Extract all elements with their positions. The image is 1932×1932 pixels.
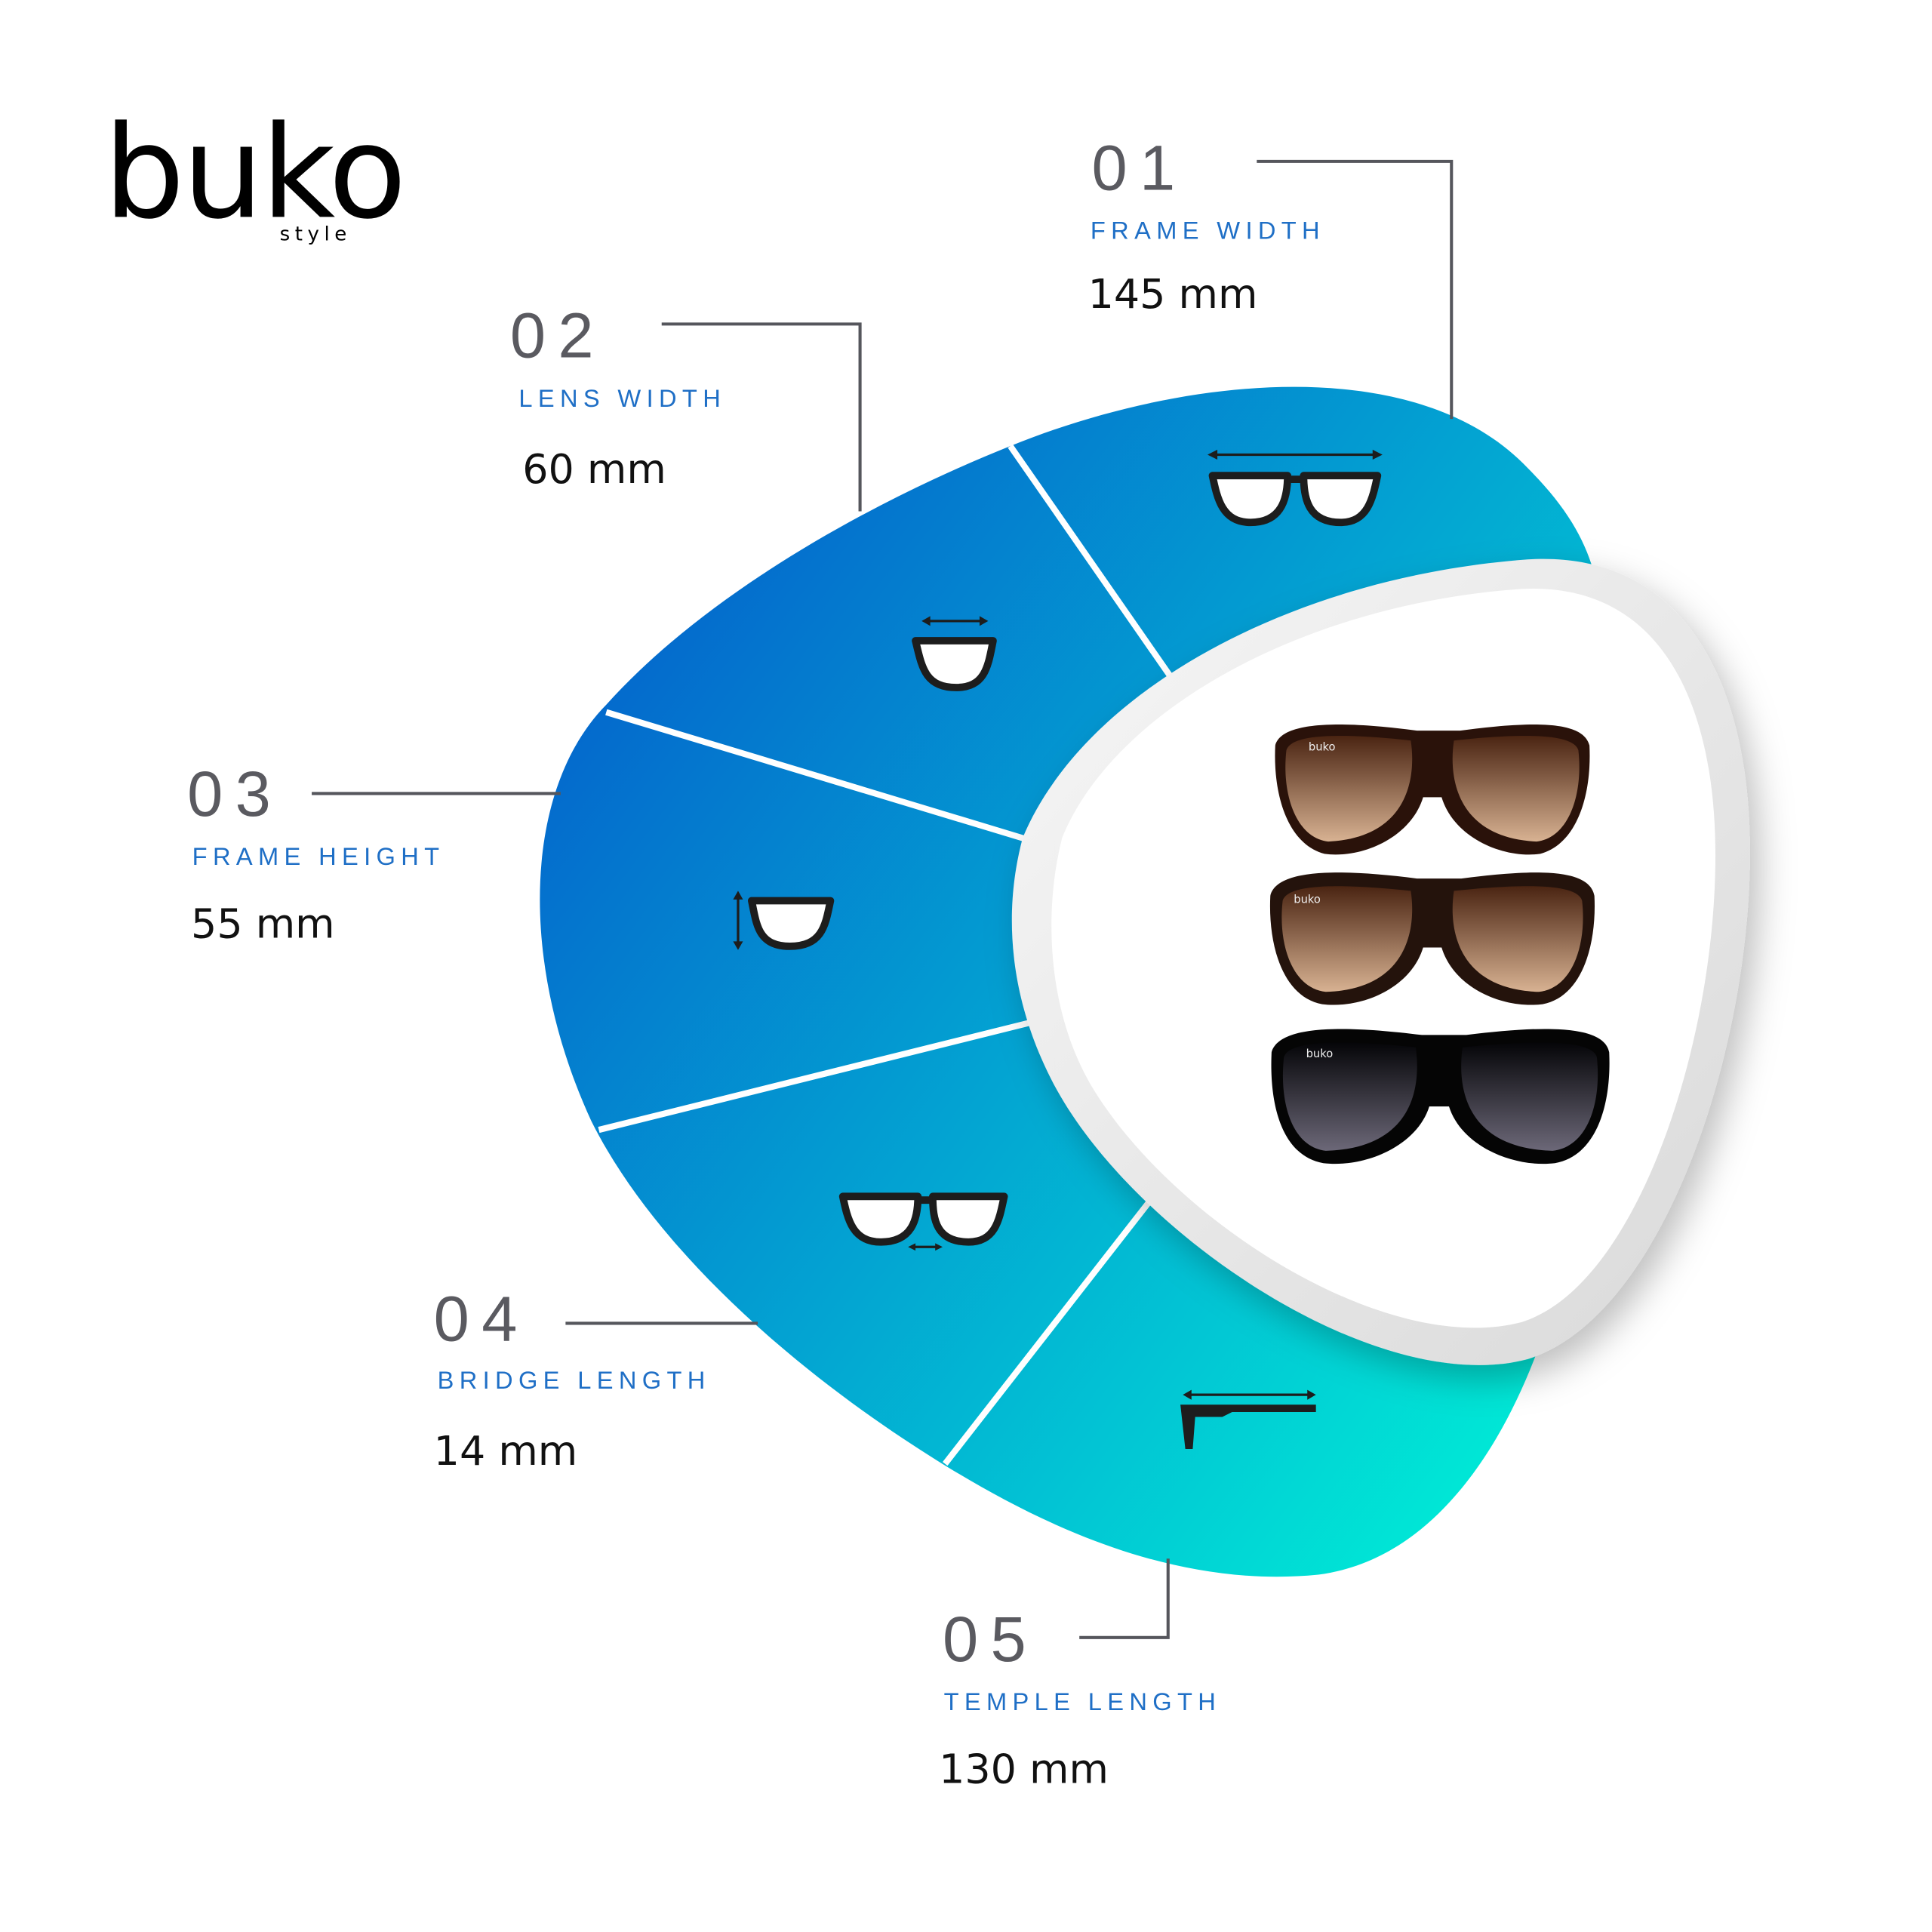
brand-logo: buko style: [103, 98, 407, 248]
measurement-value: 60 mm: [522, 445, 666, 493]
lens-brand-mark: buko: [1294, 894, 1321, 906]
segment-divider: [1008, 444, 1176, 682]
frame-width-icon: [1208, 449, 1383, 527]
measurement-value: 55 mm: [191, 900, 335, 947]
leader-line-05: [1079, 1558, 1170, 1639]
lens-brand-mark: buko: [1306, 1048, 1334, 1060]
bridge-length-icon: [838, 1192, 1008, 1251]
measurement-bridge-length: 04 BRIDGE LENGTH 14 mm: [434, 1282, 711, 1475]
leader-line-01: [1257, 159, 1454, 420]
measurement-number: 04: [434, 1282, 530, 1354]
sunglasses-tortoise: buko: [1269, 872, 1595, 1005]
measurement-label: LENS WIDTH: [518, 384, 726, 412]
temple-length-icon: [1180, 1389, 1316, 1449]
leader-line-02: [661, 322, 862, 512]
measurement-lens-width: 02 LENS WIDTH 60 mm: [510, 299, 726, 493]
measurement-frame-height: 03 FRAME HEIGHT 55 mm: [187, 758, 445, 948]
logo-wordmark: buko: [103, 98, 404, 248]
measurement-value: 145 mm: [1088, 270, 1258, 318]
measurement-label: FRAME HEIGHT: [192, 842, 445, 870]
sunglasses-black: buko: [1271, 1029, 1610, 1164]
measurement-label: TEMPLE LENGTH: [944, 1687, 1222, 1715]
segment-divider: [598, 1018, 1036, 1134]
measurement-label: FRAME WIDTH: [1091, 217, 1325, 245]
sunglasses-brown: buko: [1275, 724, 1590, 855]
measurement-value: 14 mm: [434, 1427, 578, 1475]
measurement-number: 03: [187, 758, 283, 829]
measurement-value: 130 mm: [939, 1745, 1109, 1792]
measurement-number: 02: [510, 299, 606, 371]
frame-height-icon: [733, 891, 835, 950]
measurement-number: 01: [1092, 131, 1188, 203]
measurement-temple-length: 05 TEMPLE LENGTH 130 mm: [939, 1603, 1222, 1793]
segment-divider: [943, 1188, 1161, 1466]
measurement-frame-width: 01 FRAME WIDTH 145 mm: [1088, 131, 1325, 318]
segment-divider: [605, 709, 1032, 844]
measurement-number: 05: [943, 1603, 1038, 1675]
lens-width-icon: [912, 616, 997, 691]
lens-brand-mark: buko: [1309, 740, 1336, 753]
measurement-label: BRIDGE LENGTH: [438, 1366, 711, 1394]
logo-tagline: style: [280, 223, 352, 245]
